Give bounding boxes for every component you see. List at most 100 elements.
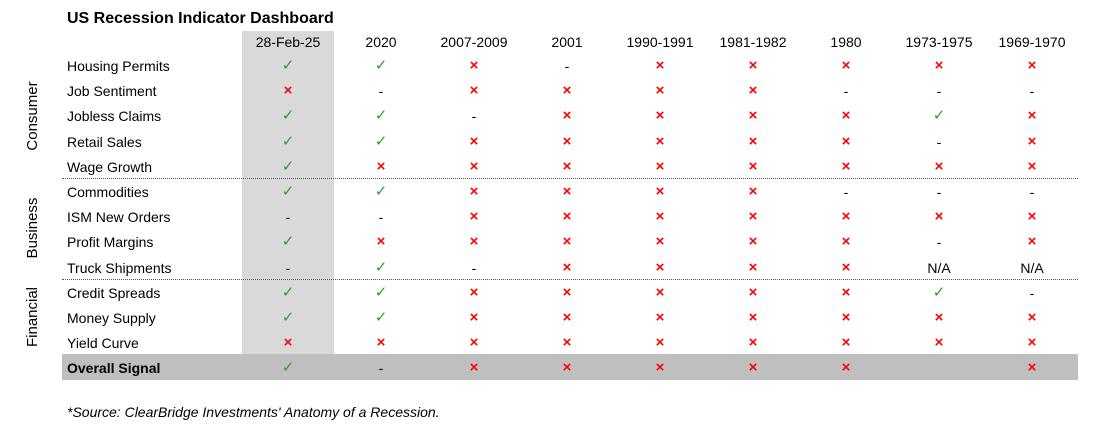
profit-margins-1973-1975-dash-mark: - (936, 234, 942, 251)
yield-curve-2020-cross-icon: × (376, 334, 386, 352)
yield-curve-1980-cross-icon: × (841, 334, 851, 352)
group-label-financial: Financial (24, 286, 41, 348)
jobless-claims-2001-cross-icon: × (562, 107, 572, 125)
commodities-2020-check-icon: ✓ (374, 183, 388, 200)
money-supply-28-feb-25-check-icon: ✓ (281, 309, 295, 326)
job-sentiment-2020-dash-mark: - (378, 83, 384, 100)
ism-new-orders-1973-1975-cross-icon: × (934, 208, 944, 226)
commodities-1981-1982-cross-icon: × (748, 183, 758, 200)
overall-signal-band (62, 354, 1078, 380)
wage-growth-1981-1982-cross-icon: × (748, 157, 758, 175)
housing-permits-2020-check-icon: ✓ (374, 57, 388, 74)
yield-curve-1973-1975-cross-icon: × (934, 334, 944, 352)
credit-spreads-1969-1970-dash-mark: - (1029, 284, 1035, 301)
ism-new-orders-1981-1982-cross-icon: × (748, 208, 758, 226)
housing-permits-1980-cross-icon: × (841, 57, 851, 74)
truck-shipments-1981-1982-cross-icon: × (748, 258, 758, 276)
yield-curve-28-feb-25-cross-icon: × (283, 334, 293, 352)
column-header-1973-1975: 1973-1975 (905, 34, 973, 50)
jobless-claims-1969-1970-cross-icon: × (1027, 107, 1037, 125)
chart-title: US Recession Indicator Dashboard (67, 10, 334, 27)
yield-curve-1969-1970-cross-icon: × (1027, 334, 1037, 352)
job-sentiment-2001-cross-icon: × (562, 82, 572, 100)
money-supply-1980-cross-icon: × (841, 309, 851, 326)
truck-shipments-2001-cross-icon: × (562, 258, 572, 276)
overall-signal-1981-1982-cross-icon: × (748, 359, 758, 376)
job-sentiment-1990-1991-cross-icon: × (655, 82, 665, 100)
row-label-profit-margins: Profit Margins (67, 234, 154, 251)
profit-margins-1980-cross-icon: × (841, 233, 851, 251)
overall-signal-28-feb-25-check-icon: ✓ (281, 359, 295, 376)
truck-shipments-2020-check-icon: ✓ (374, 258, 388, 276)
column-header-2007-2009: 2007-2009 (440, 34, 508, 50)
money-supply-2020-check-icon: ✓ (374, 309, 388, 326)
jobless-claims-1973-1975-check-icon: ✓ (932, 107, 946, 125)
retail-sales-1969-1970-cross-icon: × (1027, 132, 1037, 150)
column-header-2020: 2020 (365, 34, 397, 50)
ism-new-orders-1980-cross-icon: × (841, 208, 851, 226)
jobless-claims-28-feb-25-check-icon: ✓ (281, 107, 295, 125)
housing-permits-2001-dash-mark: - (564, 58, 570, 74)
row-label-yield-curve: Yield Curve (67, 335, 139, 352)
yield-curve-2007-2009-cross-icon: × (469, 334, 479, 352)
profit-margins-2001-cross-icon: × (562, 233, 572, 251)
wage-growth-2020-cross-icon: × (376, 157, 386, 175)
jobless-claims-2007-2009-dash-mark: - (471, 108, 477, 125)
profit-margins-1990-1991-cross-icon: × (655, 233, 665, 251)
truck-shipments-1973-1975-na-label: N/A (927, 259, 951, 276)
jobless-claims-1980-cross-icon: × (841, 107, 851, 125)
job-sentiment-28-feb-25-cross-icon: × (283, 82, 293, 100)
commodities-2007-2009-cross-icon: × (469, 183, 479, 200)
row-label-commodities: Commodities (67, 184, 149, 200)
current-column-highlight (242, 31, 334, 354)
job-sentiment-1981-1982-cross-icon: × (748, 82, 758, 100)
column-header-2001: 2001 (551, 34, 583, 50)
housing-permits-1973-1975-cross-icon: × (934, 57, 944, 74)
commodities-1990-1991-cross-icon: × (655, 183, 665, 200)
yield-curve-1981-1982-cross-icon: × (748, 334, 758, 352)
credit-spreads-2020-check-icon: ✓ (374, 283, 388, 301)
overall-signal-2020-dash-mark: - (378, 360, 384, 376)
row-label-wage-growth: Wage Growth (67, 158, 153, 175)
truck-shipments-2007-2009-dash-mark: - (471, 259, 477, 276)
wage-growth-1969-1970-cross-icon: × (1027, 157, 1037, 175)
row-label-housing-permits: Housing Permits (67, 58, 170, 74)
housing-permits-1981-1982-cross-icon: × (748, 57, 758, 74)
column-header-28-feb-25: 28-Feb-25 (255, 34, 321, 50)
credit-spreads-2001-cross-icon: × (562, 283, 572, 301)
wage-growth-1973-1975-cross-icon: × (934, 157, 944, 175)
jobless-claims-1990-1991-cross-icon: × (655, 107, 665, 125)
source-note: *Source: ClearBridge Investments' Anatom… (67, 404, 440, 420)
ism-new-orders-1969-1970-cross-icon: × (1027, 208, 1037, 226)
ism-new-orders-1990-1991-cross-icon: × (655, 208, 665, 226)
wage-growth-1980-cross-icon: × (841, 157, 851, 175)
retail-sales-2001-cross-icon: × (562, 132, 572, 150)
column-header-1981-1982: 1981-1982 (719, 34, 787, 50)
overall-signal-1980-cross-icon: × (841, 359, 851, 376)
money-supply-1981-1982-cross-icon: × (748, 309, 758, 326)
wage-growth-2007-2009-cross-icon: × (469, 157, 479, 175)
retail-sales-1980-cross-icon: × (841, 132, 851, 150)
column-header-1990-1991: 1990-1991 (626, 34, 694, 50)
truck-shipments-1969-1970-na-label: N/A (1020, 259, 1044, 276)
retail-sales-1973-1975-dash-mark: - (936, 133, 942, 150)
group-label-consumer: Consumer (24, 81, 41, 151)
money-supply-1990-1991-cross-icon: × (655, 309, 665, 326)
housing-permits-28-feb-25-check-icon: ✓ (281, 57, 295, 74)
column-header-1969-1970: 1969-1970 (998, 34, 1066, 50)
column-header-1980: 1980 (830, 34, 862, 50)
job-sentiment-1969-1970-dash-mark: - (1029, 83, 1035, 100)
commodities-1980-dash-mark: - (843, 184, 849, 200)
job-sentiment-1980-dash-mark: - (843, 83, 849, 100)
commodities-28-feb-25-check-icon: ✓ (281, 183, 295, 200)
profit-margins-2020-cross-icon: × (376, 233, 386, 251)
ism-new-orders-2020-dash-mark: - (378, 209, 384, 226)
jobless-claims-1981-1982-cross-icon: × (748, 107, 758, 125)
group-divider (62, 178, 1078, 179)
commodities-2001-cross-icon: × (562, 183, 572, 200)
row-label-retail-sales: Retail Sales (67, 133, 142, 150)
credit-spreads-2007-2009-cross-icon: × (469, 283, 479, 301)
money-supply-2007-2009-cross-icon: × (469, 309, 479, 326)
profit-margins-1969-1970-cross-icon: × (1027, 233, 1037, 251)
credit-spreads-1973-1975-check-icon: ✓ (932, 283, 946, 301)
